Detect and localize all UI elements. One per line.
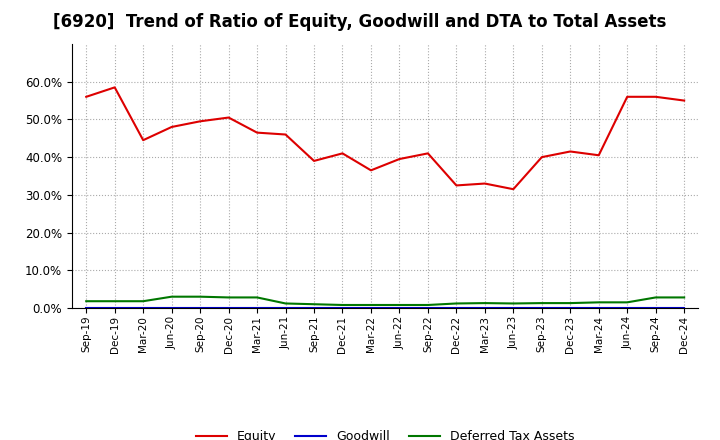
Deferred Tax Assets xyxy=(110,299,119,304)
Line: Equity: Equity xyxy=(86,88,684,189)
Equity xyxy=(139,138,148,143)
Deferred Tax Assets xyxy=(282,301,290,306)
Goodwill xyxy=(110,305,119,311)
Equity xyxy=(253,130,261,135)
Equity xyxy=(423,151,432,156)
Goodwill xyxy=(196,305,204,311)
Equity xyxy=(566,149,575,154)
Equity xyxy=(537,154,546,160)
Goodwill xyxy=(595,305,603,311)
Goodwill xyxy=(253,305,261,311)
Deferred Tax Assets xyxy=(139,299,148,304)
Equity xyxy=(282,132,290,137)
Deferred Tax Assets xyxy=(595,300,603,305)
Equity xyxy=(595,153,603,158)
Goodwill xyxy=(480,305,489,311)
Equity xyxy=(338,151,347,156)
Equity xyxy=(509,187,518,192)
Deferred Tax Assets xyxy=(537,301,546,306)
Deferred Tax Assets xyxy=(452,301,461,306)
Deferred Tax Assets xyxy=(338,302,347,308)
Deferred Tax Assets xyxy=(509,301,518,306)
Goodwill xyxy=(395,305,404,311)
Goodwill xyxy=(680,305,688,311)
Deferred Tax Assets xyxy=(623,300,631,305)
Goodwill xyxy=(566,305,575,311)
Goodwill xyxy=(82,305,91,311)
Goodwill xyxy=(452,305,461,311)
Equity xyxy=(652,94,660,99)
Equity xyxy=(310,158,318,164)
Deferred Tax Assets xyxy=(652,295,660,300)
Text: [6920]  Trend of Ratio of Equity, Goodwill and DTA to Total Assets: [6920] Trend of Ratio of Equity, Goodwil… xyxy=(53,13,667,31)
Deferred Tax Assets xyxy=(253,295,261,300)
Goodwill xyxy=(623,305,631,311)
Goodwill xyxy=(139,305,148,311)
Equity xyxy=(225,115,233,120)
Equity xyxy=(680,98,688,103)
Equity xyxy=(623,94,631,99)
Deferred Tax Assets xyxy=(225,295,233,300)
Equity xyxy=(452,183,461,188)
Line: Deferred Tax Assets: Deferred Tax Assets xyxy=(86,297,684,305)
Goodwill xyxy=(509,305,518,311)
Goodwill xyxy=(167,305,176,311)
Deferred Tax Assets xyxy=(167,294,176,299)
Deferred Tax Assets xyxy=(680,295,688,300)
Equity xyxy=(82,94,91,99)
Goodwill xyxy=(310,305,318,311)
Deferred Tax Assets xyxy=(423,302,432,308)
Equity xyxy=(110,85,119,90)
Deferred Tax Assets xyxy=(395,302,404,308)
Legend: Equity, Goodwill, Deferred Tax Assets: Equity, Goodwill, Deferred Tax Assets xyxy=(191,425,580,440)
Goodwill xyxy=(338,305,347,311)
Goodwill xyxy=(225,305,233,311)
Goodwill xyxy=(423,305,432,311)
Deferred Tax Assets xyxy=(310,301,318,307)
Deferred Tax Assets xyxy=(366,302,375,308)
Equity xyxy=(167,125,176,130)
Deferred Tax Assets xyxy=(196,294,204,299)
Equity xyxy=(395,156,404,161)
Equity xyxy=(366,168,375,173)
Goodwill xyxy=(537,305,546,311)
Goodwill xyxy=(282,305,290,311)
Equity xyxy=(196,119,204,124)
Equity xyxy=(480,181,489,186)
Deferred Tax Assets xyxy=(480,301,489,306)
Deferred Tax Assets xyxy=(82,299,91,304)
Goodwill xyxy=(652,305,660,311)
Deferred Tax Assets xyxy=(566,301,575,306)
Goodwill xyxy=(366,305,375,311)
